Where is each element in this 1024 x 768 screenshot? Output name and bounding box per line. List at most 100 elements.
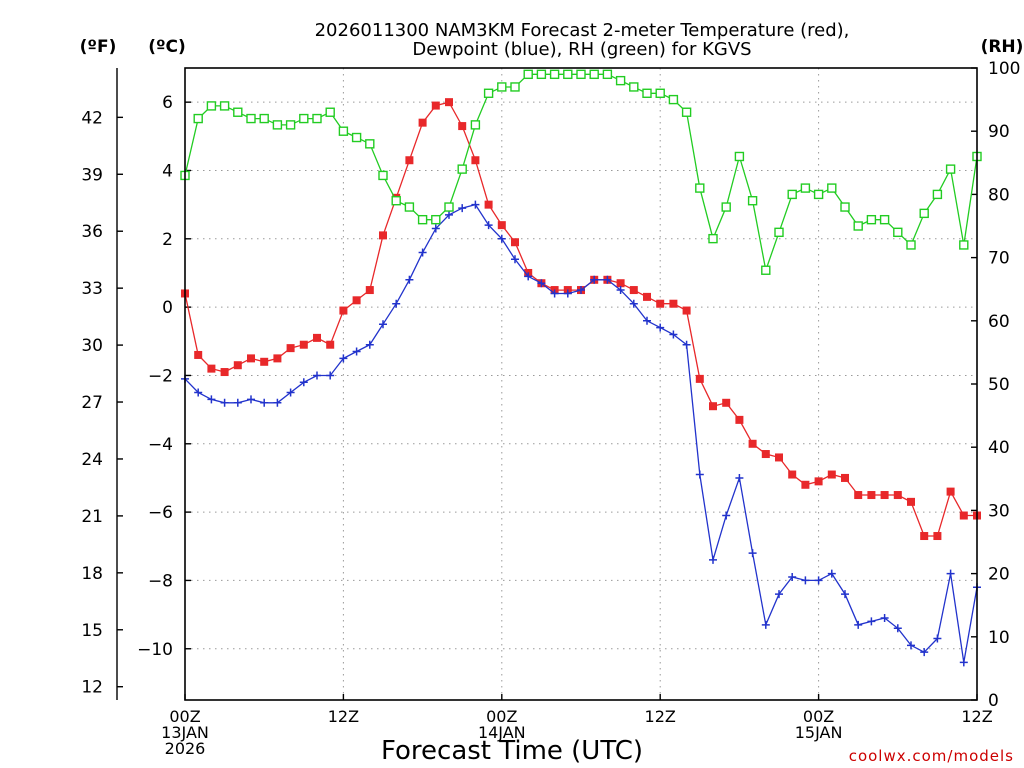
- 2-meter-temperature-line: [184, 101, 977, 537]
- chart-title-line1: 2026011300 NAM3KM Forecast 2-meter Tempe…: [315, 20, 850, 41]
- rh-line: [184, 73, 978, 273]
- rh-point: [774, 227, 784, 238]
- rh-point: [668, 94, 679, 105]
- fahrenheit-tick-label: 36: [81, 222, 103, 242]
- dewpoint-point: [445, 210, 453, 219]
- dewpoint-point: [247, 395, 255, 404]
- dewpoint-point: [788, 573, 797, 582]
- rh-point: [576, 69, 586, 80]
- 2-meter-temperature-point: [933, 532, 942, 541]
- rh-point: [655, 88, 665, 98]
- 2-meter-temperature-point: [273, 354, 282, 363]
- 2-meter-temperature-point: [801, 480, 810, 489]
- rh-tick-label: 40: [988, 438, 1010, 458]
- rh-point: [351, 132, 362, 143]
- 2-meter-temperature-point: [405, 156, 414, 165]
- rh-tick-label: 100: [988, 59, 1020, 79]
- 2-meter-temperature-point: [669, 299, 678, 308]
- dewpoint-point: [761, 620, 770, 629]
- 2-meter-temperature-point: [827, 470, 836, 479]
- 2-meter-temperature-point: [458, 122, 467, 131]
- celsius-tick-label: −2: [148, 366, 173, 386]
- rh-point: [747, 196, 758, 206]
- 2-meter-temperature-point: [365, 286, 374, 295]
- plot-frame: [184, 67, 978, 701]
- rh-point: [615, 75, 626, 86]
- dewpoint-point: [643, 316, 651, 325]
- 2-meter-temperature-point: [299, 340, 308, 349]
- rh-point: [602, 69, 613, 80]
- dewpoint-point: [484, 221, 493, 230]
- 2-meter-temperature-point: [629, 286, 638, 295]
- x-tick-label: 00Z: [169, 707, 200, 726]
- dewpoint-point: [497, 234, 506, 243]
- dewpoint-point: [893, 624, 902, 633]
- rh-point: [906, 240, 916, 250]
- dewpoint-point: [603, 275, 612, 284]
- 2-meter-temperature-point: [194, 350, 203, 359]
- rh-point: [932, 189, 943, 200]
- 2-meter-temperature-point: [379, 231, 387, 240]
- x-tick-label: 12Z: [328, 707, 359, 726]
- 2-meter-temperature-point: [722, 398, 731, 407]
- rh-point: [365, 139, 375, 149]
- dewpoint-point: [260, 398, 269, 407]
- rh-point: [734, 151, 745, 162]
- rh-point: [470, 120, 481, 130]
- celsius-tick-label: 6: [162, 93, 173, 113]
- dewpoint-point: [326, 371, 335, 380]
- dewpoint-point: [524, 272, 533, 281]
- rh-point: [285, 120, 296, 130]
- 2-meter-temperature-point: [616, 279, 625, 288]
- rh-point: [853, 221, 863, 231]
- rh-point: [444, 202, 454, 212]
- 2-meter-temperature-point: [841, 473, 849, 482]
- dewpoint-point: [299, 378, 308, 387]
- dewpoint-point: [590, 275, 599, 284]
- celsius-unit-label: (ºC): [148, 37, 186, 57]
- x-tick-label: 12Z: [961, 707, 992, 726]
- x-tick-label: 15JAN: [795, 723, 843, 742]
- rh-tick-label: 80: [988, 185, 1010, 205]
- 2-meter-temperature-point: [814, 477, 823, 486]
- 2-meter-temperature-point: [445, 98, 453, 107]
- 2-meter-temperature-point: [471, 156, 480, 165]
- rh-point: [787, 189, 797, 200]
- dewpoint-point: [458, 204, 467, 213]
- rh-point: [695, 183, 705, 193]
- fahrenheit-tick-label: 27: [81, 393, 103, 413]
- 2-meter-temperature-point: [418, 118, 427, 127]
- dewpoint-point: [682, 340, 691, 349]
- rh-point: [629, 82, 639, 92]
- 2-meter-temperature-point: [643, 292, 651, 301]
- dewpoint-point: [339, 354, 348, 363]
- dewpoint-point: [577, 286, 585, 295]
- 2-meter-temperature-point: [484, 200, 493, 209]
- dewpoint-point: [801, 576, 810, 585]
- x-tick-label: 00Z: [486, 707, 517, 726]
- rh-point: [325, 107, 335, 117]
- dewpoint-point: [471, 200, 480, 209]
- 2-meter-temperature-point: [761, 450, 770, 459]
- rh-point: [206, 101, 217, 111]
- celsius-tick-label: 4: [162, 161, 173, 181]
- rh-point: [945, 164, 956, 174]
- dewpoint-point: [629, 299, 638, 308]
- dewpoint-point: [537, 279, 546, 288]
- rh-point: [431, 214, 441, 225]
- x-axis-title: Forecast Time (UTC): [381, 736, 643, 766]
- rh-point: [708, 233, 718, 244]
- x-tick-label: 2026: [165, 739, 206, 758]
- rh-point: [497, 82, 507, 92]
- rh-point: [721, 202, 731, 212]
- 2-meter-temperature-point: [946, 487, 955, 496]
- rh-point: [312, 113, 322, 124]
- rh-tick-label: 70: [988, 249, 1010, 269]
- dewpoint-point: [748, 549, 757, 558]
- 2-meter-temperature-point: [656, 299, 665, 308]
- data-series: [180, 69, 982, 667]
- rh-point: [404, 202, 415, 212]
- dewpoint-point: [405, 275, 414, 284]
- rh-point: [233, 107, 243, 117]
